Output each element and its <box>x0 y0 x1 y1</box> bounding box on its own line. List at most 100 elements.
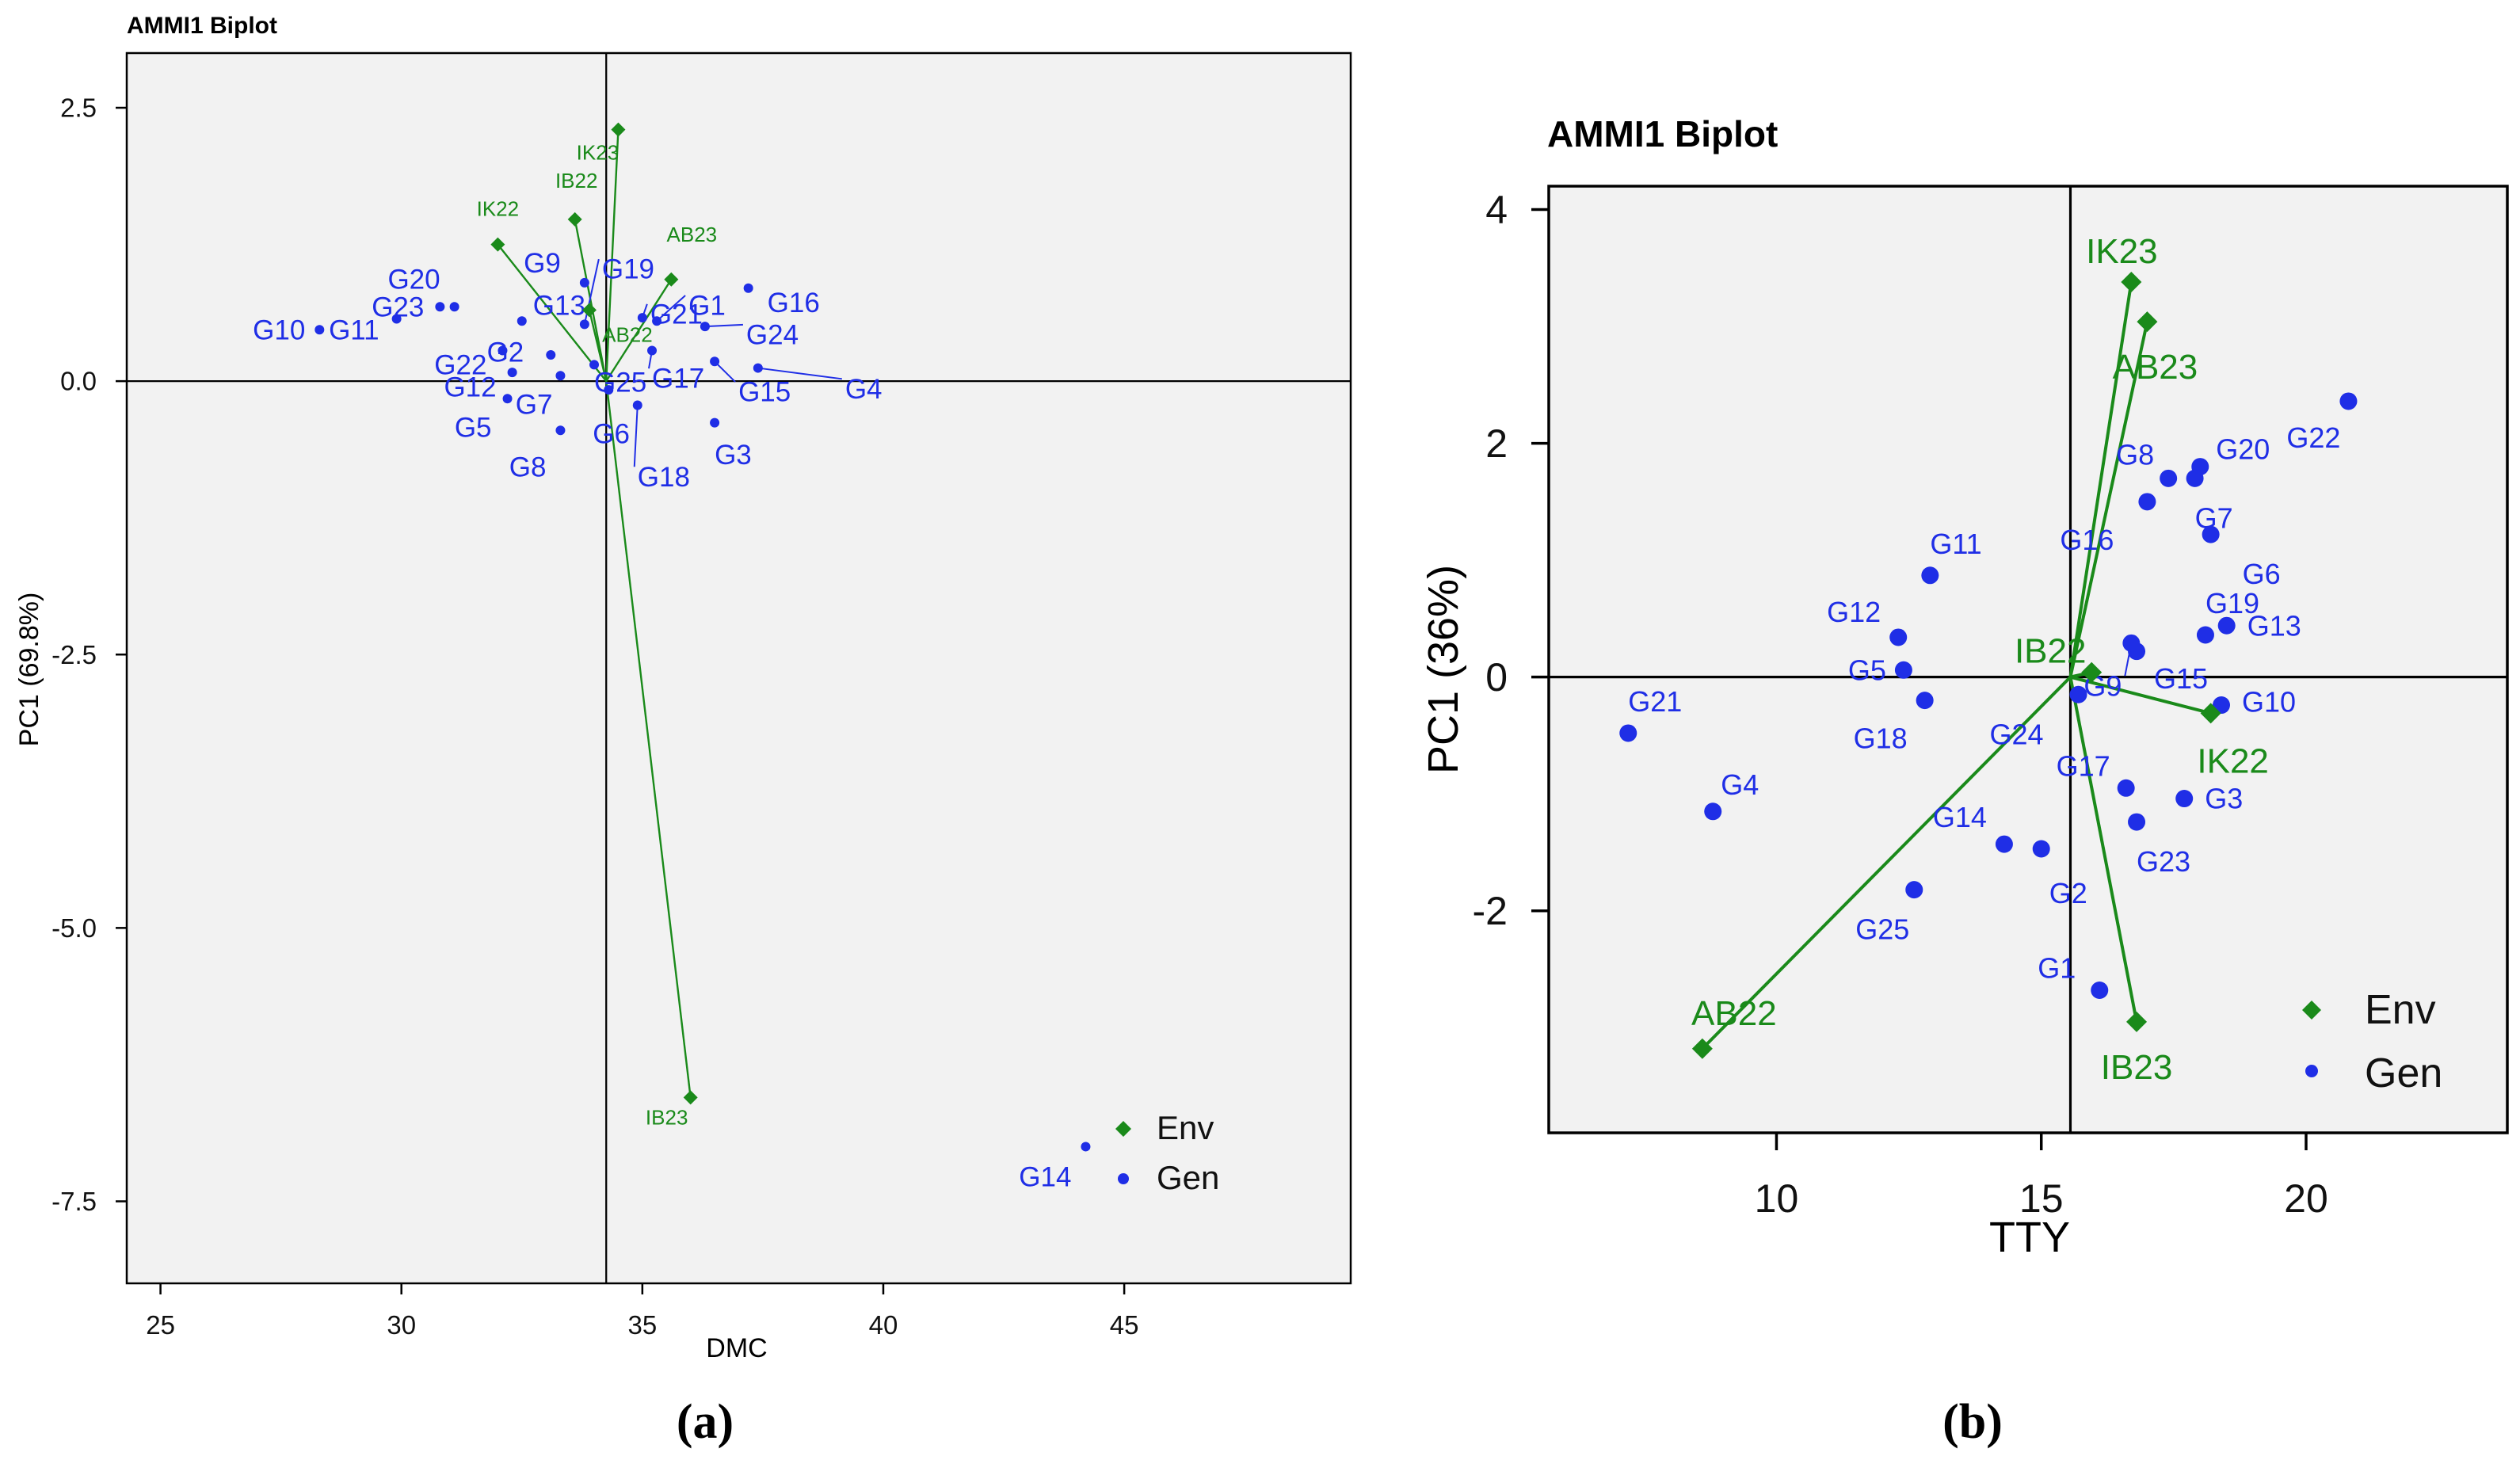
panel-a-label-g6: G6 <box>593 418 630 449</box>
panel-a-y-tick-label: -7.5 <box>51 1187 97 1216</box>
panel-a-point-g5 <box>502 394 513 404</box>
panel-a-leader-g18 <box>633 405 639 467</box>
panel-b-label-g6: G6 <box>2243 558 2281 590</box>
panel-b-env-point-ab22 <box>1691 1038 1713 1059</box>
panel-a-vector-ib23 <box>605 380 692 1098</box>
panel-b-point-g18 <box>1916 692 1934 710</box>
panel-b-label-g19: G19 <box>2205 587 2259 619</box>
panel-b-point-g3 <box>2175 790 2194 808</box>
panel-a-x-tick-label: 25 <box>146 1310 175 1340</box>
panel-a-label-g4: G4 <box>845 374 883 405</box>
panel-a-point-g25 <box>589 360 600 370</box>
panel-a-biplot: AMMI1 Biplot 25 30 35 40 45 2.5 0.0 -2.5 -5.0 -7.… <box>14 13 1352 1449</box>
panel-b-env-label-ab22: AB22 <box>1691 994 1777 1033</box>
panel-b-x-axis-label: TTY <box>1989 1214 2070 1261</box>
panel-a-title: AMMI1 Biplot <box>127 13 277 39</box>
panel-a-leader-g4 <box>757 367 842 380</box>
panel-a-label-g17: G17 <box>652 364 704 395</box>
panel-b-label-g23: G23 <box>2137 845 2190 878</box>
panel-b-label-g16: G16 <box>2060 524 2114 556</box>
panel-a-point-g14 <box>1081 1142 1091 1152</box>
panel-a-leader-g1 <box>656 295 686 322</box>
panel-a-x-tick-label: 35 <box>627 1310 657 1340</box>
panel-b-point-g6 <box>2202 525 2220 543</box>
panel-a-env-point-ab22 <box>581 303 597 318</box>
panel-b-env-vectors <box>1701 281 2212 1050</box>
panel-b-label-g1: G1 <box>2038 952 2076 985</box>
panel-a-y-axis-label: PC1 (69.8%) <box>14 593 44 747</box>
panel-b-point-g12 <box>1889 628 1908 646</box>
panel-a-y-tick-label: 0.0 <box>60 367 97 396</box>
panel-a-point-g20 <box>449 302 459 312</box>
panel-a-label: (a) <box>677 1395 734 1449</box>
panel-b-label-g5: G5 <box>1848 654 1886 686</box>
panel-a-y-tick-label: -5.0 <box>51 913 97 943</box>
panel-b-label-g22: G22 <box>2286 421 2340 454</box>
panel-b-y-axis-label: PC1 (36%) <box>1420 565 1467 774</box>
panel-a-point-g12 <box>507 368 517 378</box>
panel-b-point-g7 <box>2186 469 2204 487</box>
panel-a-label-g8: G8 <box>509 452 547 483</box>
panel-a-leader-g21 <box>641 303 648 318</box>
panel-b-point-g25 <box>1905 881 1923 899</box>
panel-a-env-label-ik22: IK22 <box>477 197 520 221</box>
panel-b-point-g14 <box>1995 835 2013 853</box>
panel-b-point-g17 <box>2117 779 2135 797</box>
panel-a-environment-points: IK23 IB22 IK22 AB23 AB22 IB23 <box>477 122 718 1129</box>
panel-b-point-g21 <box>1619 724 1637 742</box>
panel-b-label-g11: G11 <box>1930 528 1981 560</box>
panel-b-leader-g9 <box>2124 642 2133 677</box>
panel-b-point-g16 <box>2138 493 2156 511</box>
panel-b-vector-ik22 <box>2069 675 2212 715</box>
panel-a-x-tick-label: 45 <box>1110 1310 1139 1340</box>
panel-a-label-g25: G25 <box>594 368 646 398</box>
panel-b-point-g24 <box>2069 685 2087 703</box>
panel-a-point-g3 <box>710 417 720 428</box>
panel-b-legend: Env Gen <box>2302 987 2442 1096</box>
panel-a-legend: Env Gen <box>1115 1109 1219 1196</box>
panel-b-label: (b) <box>1942 1395 2003 1449</box>
panel-b-env-label-ib22: IB22 <box>2015 632 2087 671</box>
panel-a-label-g9: G9 <box>524 248 561 279</box>
panel-a-label-g12: G12 <box>444 372 496 402</box>
panel-b-vector-ab22 <box>1701 676 2072 1050</box>
panel-a-env-vectors <box>497 129 692 1098</box>
panel-b-point-g11 <box>1921 566 1939 585</box>
panel-b-point-g1 <box>2091 982 2109 1000</box>
panel-b-env-point-ab23 <box>2137 311 2158 333</box>
panel-a-label-g16: G16 <box>768 288 820 318</box>
panel-b-vector-ib23 <box>2068 677 2139 1023</box>
panel-b-legend-gen-marker <box>2305 1065 2318 1077</box>
panel-b-label-g13: G13 <box>2247 609 2301 642</box>
panel-b-point-g5 <box>1894 661 1912 679</box>
panel-a-point-g8 <box>555 425 566 436</box>
panel-a-point-g23 <box>435 302 445 312</box>
panel-b-label-g14: G14 <box>1933 801 1987 833</box>
panel-a-label-g22: G22 <box>434 350 486 381</box>
panel-a-point-g22 <box>498 345 508 356</box>
panel-b-env-label-ib23: IB23 <box>2101 1048 2173 1087</box>
panel-b-label-g24: G24 <box>1989 718 2043 750</box>
panel-b-point-g4 <box>1704 802 1722 821</box>
panel-b-env-label-ab23: AB23 <box>2113 348 2198 387</box>
panel-a-x-tick-label: 40 <box>869 1310 898 1340</box>
panel-a-env-label-ab23: AB23 <box>667 223 718 246</box>
panel-a-env-point-ib23 <box>683 1090 698 1105</box>
panel-b-env-point-ib22 <box>2081 661 2103 683</box>
panel-a-legend-gen-marker <box>1118 1173 1129 1184</box>
panel-a-label-g5: G5 <box>455 412 492 443</box>
panel-b-env-point-ik23 <box>2121 271 2142 292</box>
panel-a-point-g9 <box>579 277 589 288</box>
panel-b-point-g22 <box>2339 392 2358 410</box>
panel-a-point-g7 <box>555 371 566 381</box>
panel-a-vector-ik22 <box>497 243 608 382</box>
panel-b-title: AMMI1 Biplot <box>1547 113 1778 154</box>
panel-a-env-label-ik23: IK23 <box>577 141 620 165</box>
panel-b-vector-ab23 <box>2068 321 2149 678</box>
panel-b-vector-ik23 <box>2068 281 2133 677</box>
panel-a-label-g7: G7 <box>516 389 553 420</box>
panel-b-label-g25: G25 <box>1855 913 1909 946</box>
